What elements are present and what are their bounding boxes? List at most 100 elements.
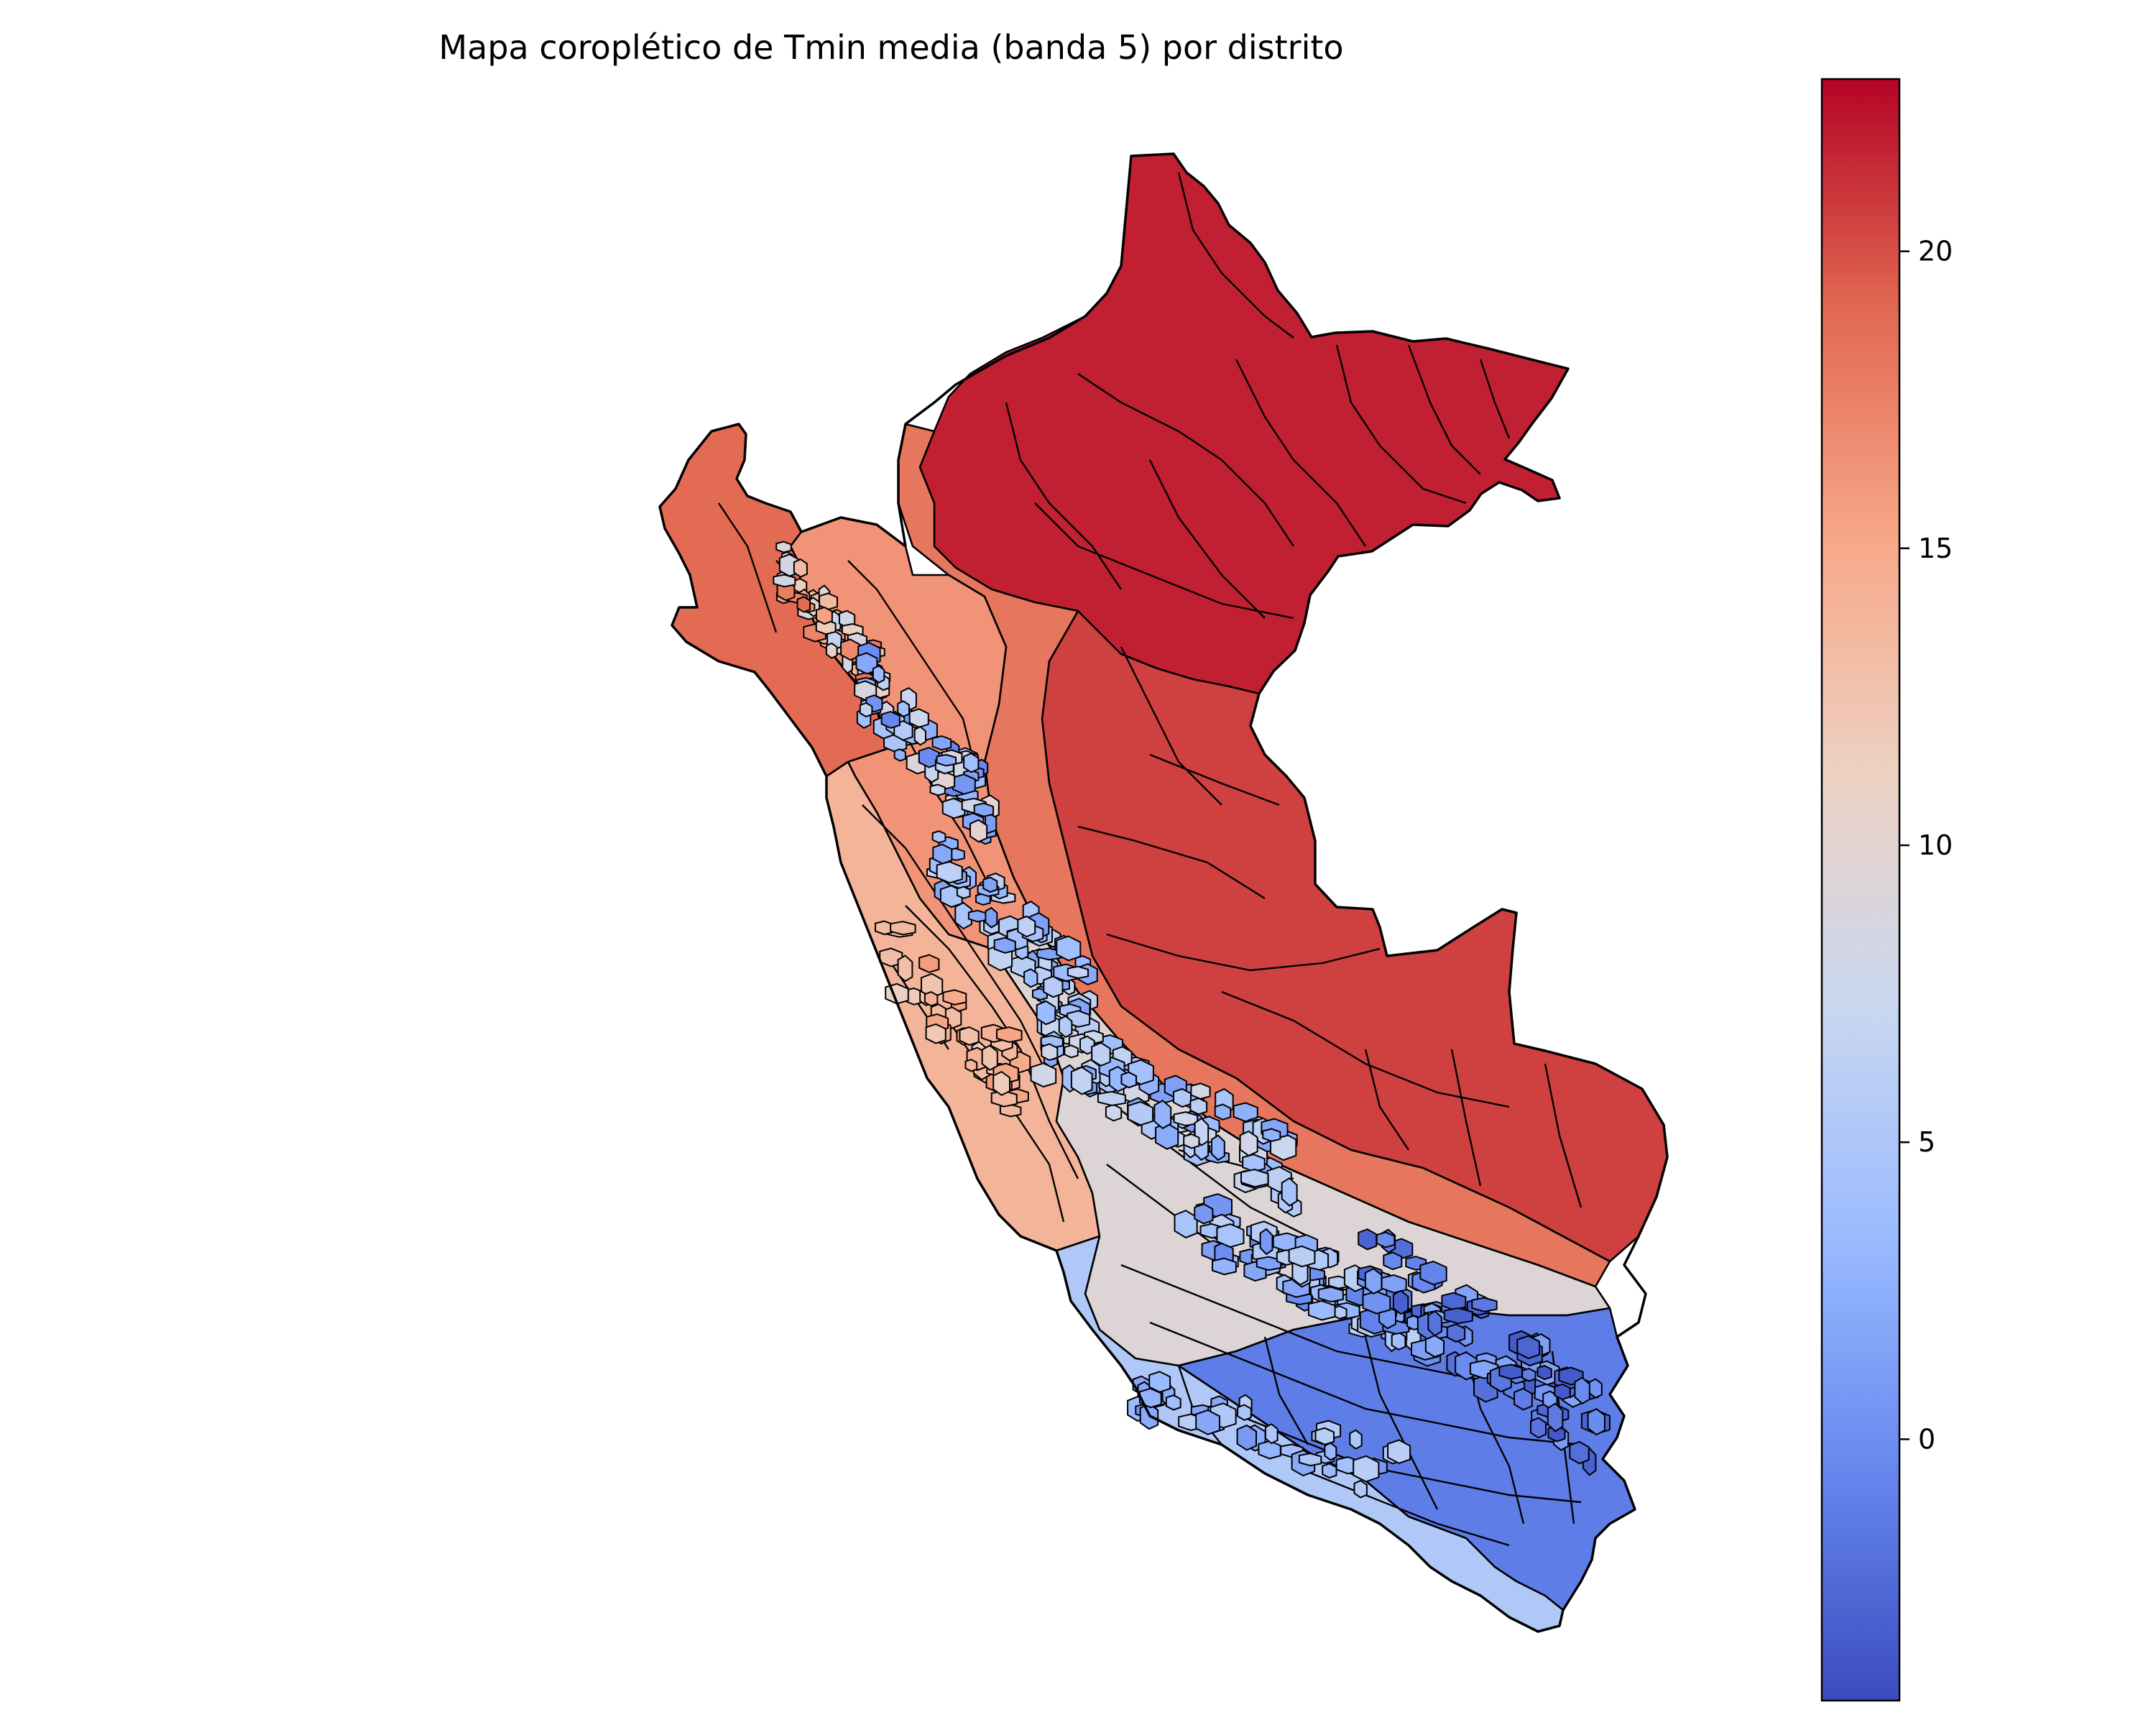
district-polygon xyxy=(963,753,980,773)
district-polygon xyxy=(1189,1097,1208,1116)
district-polygon xyxy=(1364,1267,1383,1295)
colorbar-tick-label: 15 xyxy=(1918,533,1953,564)
district-polygon xyxy=(1587,1408,1606,1436)
district-polygon xyxy=(872,665,885,684)
district-polygon xyxy=(925,1023,946,1044)
district-polygon xyxy=(967,909,988,923)
district-polygon xyxy=(1067,1010,1091,1028)
district-polygon xyxy=(1376,1231,1396,1248)
district-polygon xyxy=(1349,1429,1363,1450)
district-polygon xyxy=(793,558,808,578)
district-polygon xyxy=(996,1026,1023,1044)
district-polygon xyxy=(1381,1274,1407,1294)
district-patches xyxy=(773,540,1611,1499)
colorbar: 0 5 10 15 20 xyxy=(1820,78,1953,1702)
district-polygon xyxy=(1127,1100,1154,1126)
map-peru-districts xyxy=(658,152,1669,1633)
district-polygon xyxy=(1353,1479,1368,1499)
district-polygon xyxy=(1023,968,1038,988)
district-polygon xyxy=(1288,1245,1316,1268)
district-polygon xyxy=(973,802,995,817)
district-polygon xyxy=(1281,1177,1298,1207)
district-polygon xyxy=(1064,1044,1079,1059)
district-polygon xyxy=(1307,1300,1336,1321)
district-polygon xyxy=(1353,1455,1380,1483)
district-polygon xyxy=(1419,1260,1447,1286)
district-polygon xyxy=(1165,1394,1181,1411)
district-polygon xyxy=(1237,1404,1252,1421)
district-polygon xyxy=(1516,1335,1540,1359)
district-polygon xyxy=(1190,1082,1211,1100)
district-polygon xyxy=(1195,1409,1220,1435)
district-polygon xyxy=(1441,1292,1467,1311)
district-polygon xyxy=(1079,1035,1095,1055)
district-polygon xyxy=(1056,935,1082,962)
district-polygon xyxy=(952,773,976,795)
district-polygon xyxy=(1236,1424,1257,1451)
district-polygon xyxy=(1547,1402,1564,1432)
district-polygon xyxy=(985,906,998,929)
district-polygon xyxy=(990,1090,1018,1108)
district-polygon xyxy=(1530,1417,1547,1439)
district-polygon xyxy=(1322,1463,1337,1479)
district-polygon xyxy=(1173,1087,1192,1108)
district-polygon xyxy=(931,830,946,844)
district-polygon xyxy=(815,619,837,635)
district-polygon xyxy=(942,989,967,1006)
colorbar-tick-label: 20 xyxy=(1918,236,1953,267)
district-polygon xyxy=(1240,1168,1269,1188)
district-polygon xyxy=(1067,965,1089,980)
district-polygon xyxy=(956,886,971,899)
district-polygon xyxy=(1317,1286,1344,1303)
district-polygon xyxy=(1183,1133,1200,1149)
district-polygon xyxy=(1471,1297,1498,1312)
district-polygon xyxy=(890,921,916,936)
district-polygon xyxy=(936,753,957,767)
district-polygon xyxy=(1174,1210,1198,1239)
district-polygon xyxy=(1298,1453,1322,1467)
district-polygon xyxy=(1036,1000,1056,1026)
district-polygon xyxy=(854,680,877,702)
district-polygon xyxy=(1210,1134,1225,1162)
district-polygon xyxy=(954,901,972,930)
district-polygon xyxy=(897,700,910,718)
district-polygon xyxy=(1392,1289,1409,1315)
district-polygon xyxy=(931,735,952,751)
district-polygon xyxy=(932,843,953,865)
district-polygon xyxy=(1521,1368,1537,1382)
district-polygon xyxy=(1569,1440,1590,1465)
district-polygon xyxy=(1443,1307,1473,1325)
district-polygon xyxy=(1058,1015,1073,1039)
district-polygon xyxy=(1120,1071,1137,1089)
district-polygon xyxy=(1324,1442,1337,1461)
district-polygon xyxy=(1383,1251,1403,1271)
district-polygon xyxy=(826,642,838,659)
district-polygon xyxy=(959,1026,980,1046)
district-polygon xyxy=(1358,1228,1378,1251)
district-polygon xyxy=(816,606,833,625)
district-polygon xyxy=(1194,1203,1214,1225)
district-polygon xyxy=(879,947,903,967)
district-polygon xyxy=(964,1059,978,1072)
district-polygon xyxy=(897,954,913,983)
district-polygon xyxy=(1362,1290,1391,1315)
district-polygon xyxy=(999,1103,1022,1118)
district-polygon xyxy=(1097,1090,1126,1107)
district-polygon xyxy=(1070,1066,1093,1095)
district-polygon xyxy=(855,652,878,675)
district-polygon xyxy=(1091,1041,1111,1067)
district-polygon xyxy=(1216,1223,1245,1248)
district-polygon xyxy=(1574,1376,1590,1405)
colorbar-tick-label: 5 xyxy=(1918,1126,1935,1158)
district-polygon xyxy=(1041,1043,1059,1062)
district-polygon xyxy=(1554,1383,1571,1400)
district-polygon xyxy=(1537,1365,1552,1381)
district-polygon xyxy=(918,954,940,973)
district-polygon xyxy=(1262,1128,1281,1142)
district-polygon xyxy=(1153,1099,1172,1130)
district-polygon xyxy=(1173,1111,1199,1127)
district-polygon xyxy=(908,708,929,728)
district-polygon xyxy=(1498,1363,1523,1380)
district-polygon xyxy=(1139,1387,1162,1409)
